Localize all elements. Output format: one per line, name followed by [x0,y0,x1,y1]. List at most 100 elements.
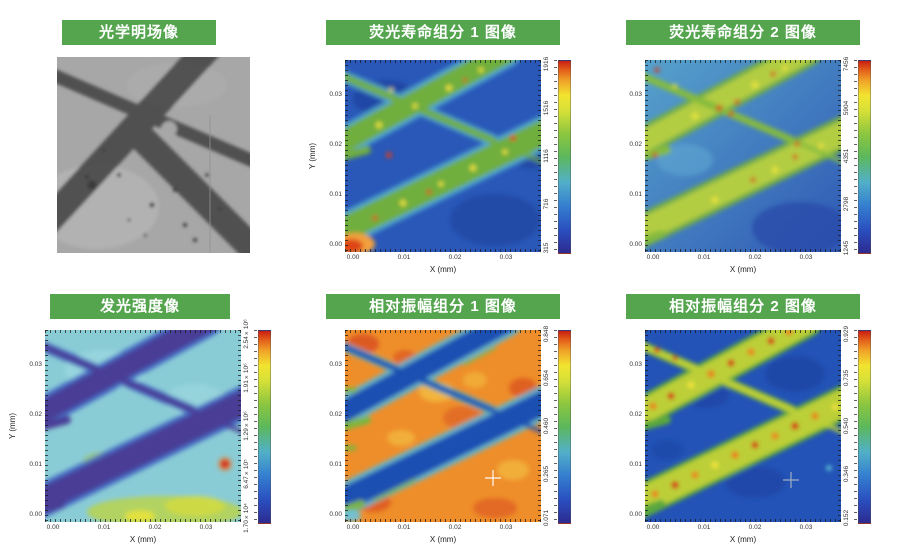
colorbar-label: 315 [543,242,550,254]
x-tick: 0.02 [448,254,462,261]
colorbar-amplitude2 [858,330,871,524]
heatmap-frame-lifetime2 [645,60,841,252]
panel-intensity: 发光强度像 Y (mm) 0.03 0.02 0.01 0.00 [0,280,300,560]
panel-lifetime1: 荧光寿命组分 1 图像 Y (mm) 0.03 0.02 0.01 0.00 [300,0,600,279]
heatmap-frame-lifetime1 [345,60,541,252]
axis-minor-ticks [45,519,241,522]
axis-minor-ticks [645,330,648,522]
heatmap-lifetime2 [645,60,841,252]
colorbar-ticks [554,60,557,252]
panel-title-lifetime2: 荧光寿命组分 2 图像 [626,20,860,45]
y-tick: 0.03 [629,360,642,368]
colorbar-ticks [254,330,257,522]
panel-lifetime2: 荧光寿命组分 2 图像 0.03 0.02 0.01 0.00 [600,0,902,279]
axis-minor-ticks [838,330,841,522]
y-tick: 0.02 [629,410,642,418]
axis-minor-ticks [645,60,841,63]
axis-minor-ticks [538,330,541,522]
axis-minor-ticks [838,60,841,252]
colorbar-label: 2798 [843,196,850,212]
y-tick: 0.03 [29,360,42,368]
axis-minor-ticks [645,249,841,252]
colorbar-label: 0.654 [543,369,550,387]
heatmap-frame-amplitude1 [345,330,541,522]
axis-minor-ticks [345,519,541,522]
colorbar-label: 0.346 [843,465,850,483]
colorbar-label: 6.47×10⁵ [243,459,250,489]
colorbar-intensity [258,330,271,524]
colorbar-label: 0.540 [843,417,850,435]
brightfield-image-frame [57,57,250,253]
axis-minor-ticks [645,330,841,333]
y-tick: 0.00 [629,240,642,248]
y-tick: 0.02 [329,140,342,148]
panel-brightfield: 光学明场像 [0,0,300,279]
colorbar-ticks [554,330,557,522]
crosshair-cursor [783,472,799,488]
y-tick: 0.01 [29,460,42,468]
y-tick: 0.03 [329,360,342,368]
colorbar-label: 7456 [843,56,850,72]
axis-minor-ticks [345,330,348,522]
axis-minor-ticks [345,60,348,252]
colorbar-label: 1.70×10⁴ [243,503,250,533]
x-tick: 0.02 [148,524,162,531]
x-tick: 0.03 [499,524,513,531]
x-tick: 0.00 [646,254,660,261]
colorbar-lifetime1 [558,60,571,254]
colorbar-label: 2.54×10⁶ [243,319,250,349]
x-axis-label: X (mm) [429,265,457,274]
y-tick: 0.00 [629,510,642,518]
x-axis-label: X (mm) [429,535,457,544]
x-tick: 0.00 [46,524,60,531]
colorbar-label: 0.735 [843,369,850,387]
axis-minor-ticks [345,330,541,333]
crosshair-cursor [485,470,501,486]
x-tick: 0.01 [697,254,711,261]
axis-minor-ticks [345,60,541,63]
colorbar-lifetime2 [858,60,871,254]
colorbar-label: 1916 [543,56,550,72]
y-tick: 0.02 [329,410,342,418]
colorbar-label: 0.848 [543,325,550,343]
x-tick: 0.00 [346,254,360,261]
y-tick: 0.00 [29,510,42,518]
x-tick: 0.02 [748,254,762,261]
x-tick: 0.03 [199,524,213,531]
panel-title-lifetime1: 荧光寿命组分 1 图像 [326,20,560,45]
colorbar-ticks [854,60,857,252]
axis-minor-ticks [538,60,541,252]
colorbar-label: 0.929 [843,325,850,343]
axis-minor-ticks [45,330,241,333]
x-tick: 0.03 [799,524,813,531]
heatmap-lifetime1 [345,60,541,252]
axis-minor-ticks [645,519,841,522]
panel-title-amplitude1: 相对振幅组分 1 图像 [326,294,560,319]
brightfield-image [57,57,250,253]
x-axis-label: X (mm) [729,265,757,274]
colorbar-label: 4351 [843,148,850,164]
y-tick: 0.02 [629,140,642,148]
y-tick: 0.01 [329,460,342,468]
x-axis-label: X (mm) [129,535,157,544]
x-tick: 0.03 [499,254,513,261]
heatmap-frame-intensity [45,330,241,522]
y-tick: 0.03 [629,90,642,98]
colorbar-label: 1516 [543,100,550,116]
axis-minor-ticks [45,330,48,522]
colorbar-label: 1116 [543,149,550,163]
x-tick: 0.01 [397,524,411,531]
y-tick: 0.01 [329,190,342,198]
colorbar-label: 0.460 [543,417,550,435]
x-axis-label: X (mm) [729,535,757,544]
colorbar-amplitude1 [558,330,571,524]
heatmap-amplitude2 [645,330,841,522]
y-tick: 0.01 [629,190,642,198]
y-tick: 0.00 [329,240,342,248]
heatmap-frame-amplitude2 [645,330,841,522]
axis-minor-ticks [645,60,648,252]
panel-amplitude2: 相对振幅组分 2 图像 0.03 0.02 0.01 0.00 [600,280,902,560]
panel-amplitude1: 相对振幅组分 1 图像 0.03 0.02 0.01 0.00 [300,280,600,560]
x-tick: 0.00 [346,524,360,531]
